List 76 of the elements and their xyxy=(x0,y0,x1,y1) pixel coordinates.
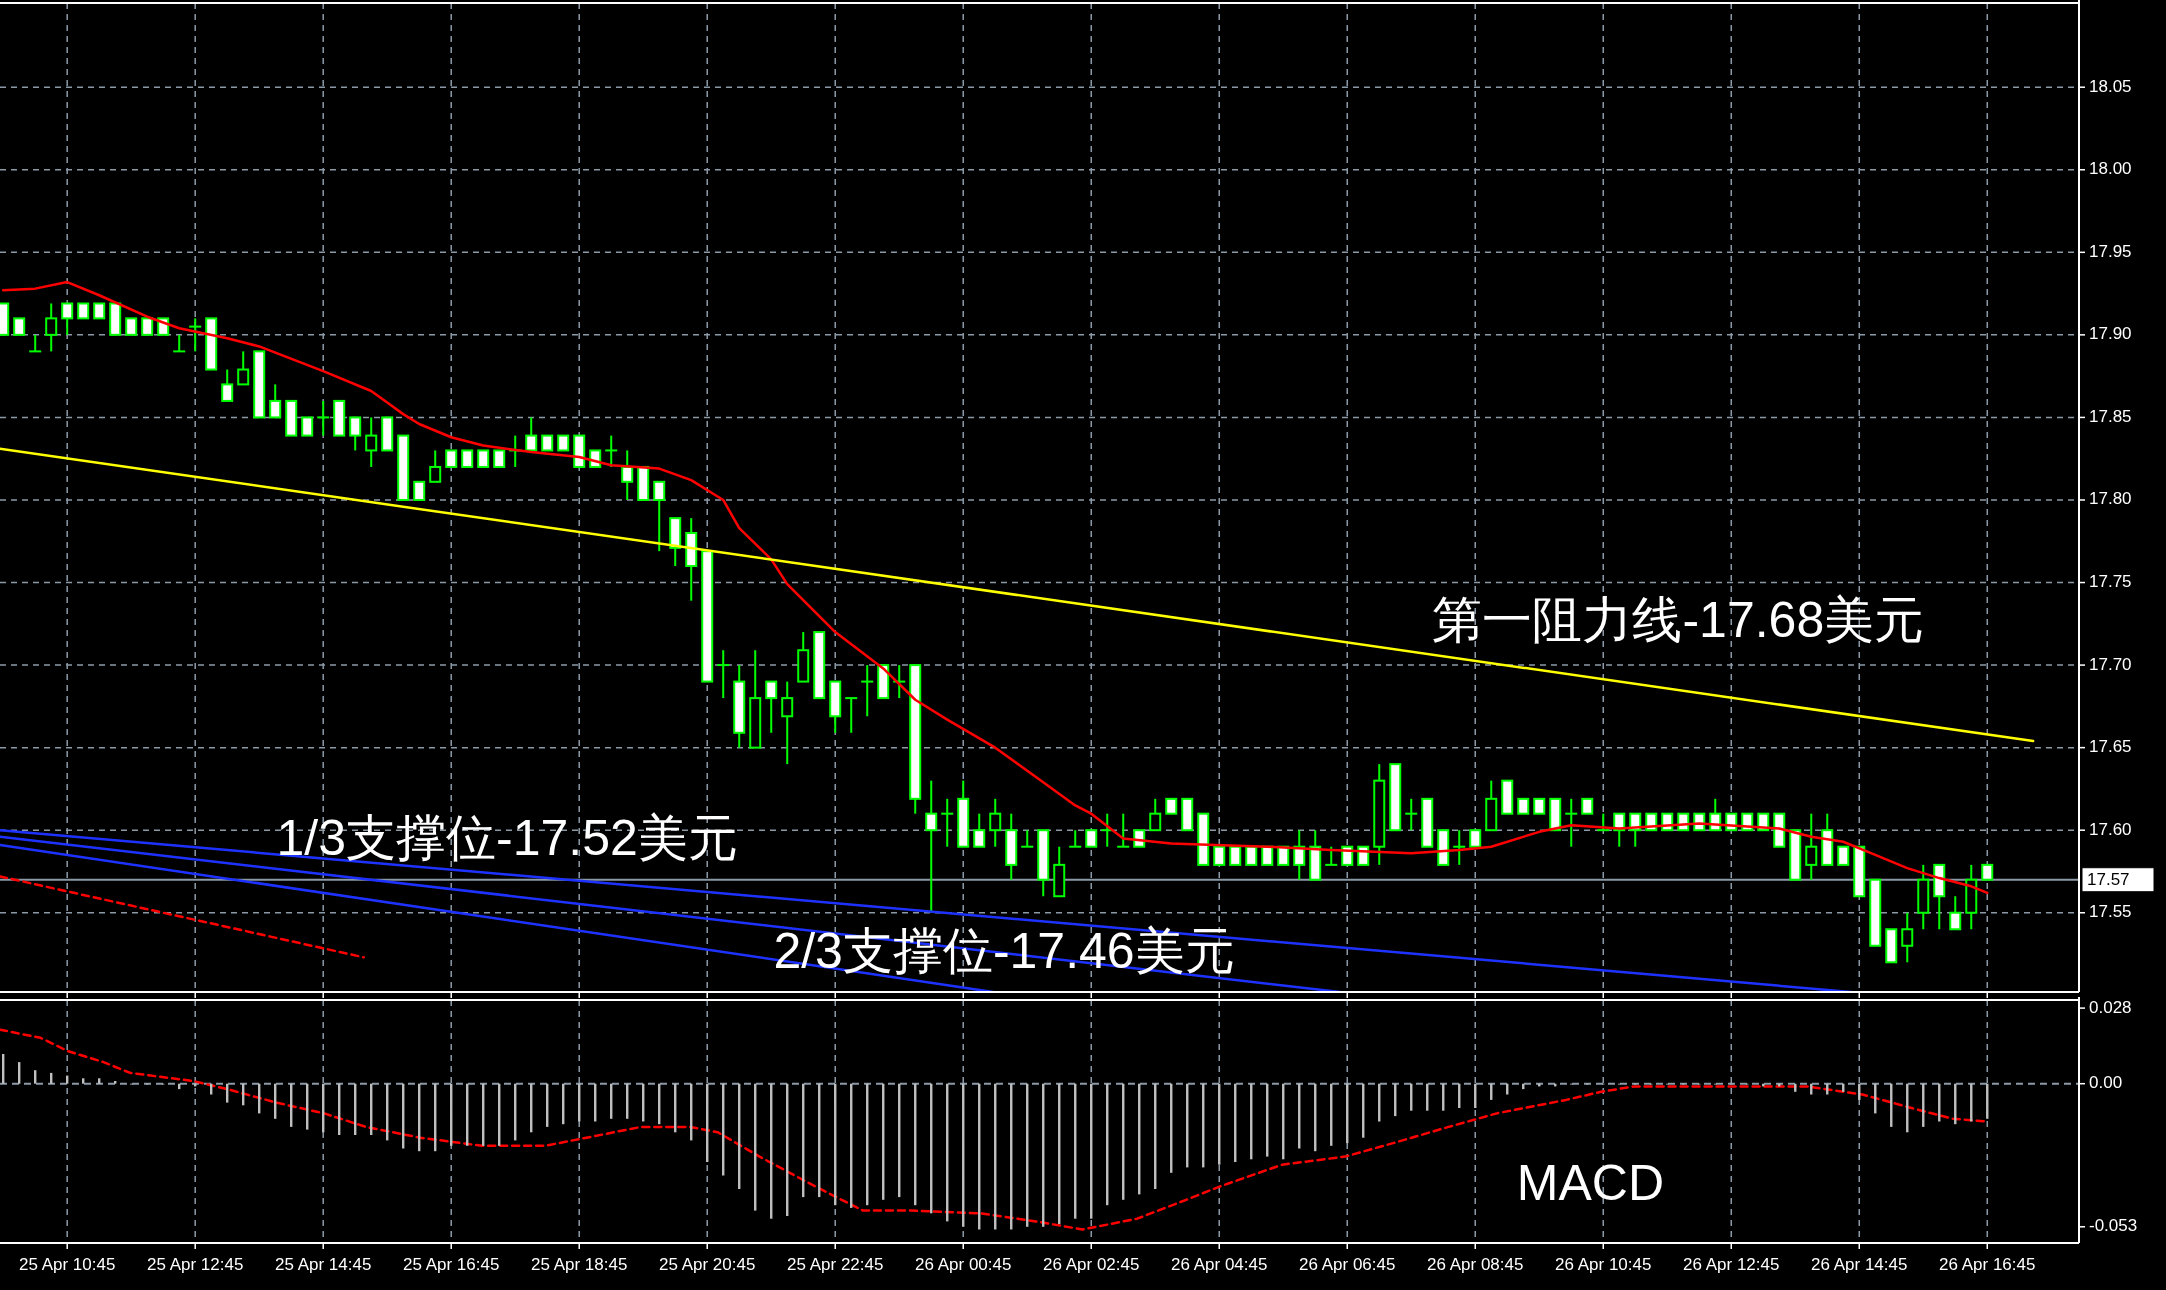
candlestick xyxy=(1020,829,1035,848)
annotation: MACD xyxy=(1516,1155,1665,1212)
candlestick xyxy=(653,480,666,553)
candlestick xyxy=(604,434,619,468)
candlestick xyxy=(1564,797,1579,848)
candlestick xyxy=(237,350,250,386)
candlestick xyxy=(1324,845,1339,866)
candlestick xyxy=(61,302,74,336)
annotation: 1/3支撑位-17.52美元 xyxy=(276,809,738,866)
candlestick xyxy=(1149,797,1162,832)
xtick: 26 Apr 06:45 xyxy=(1299,1255,1396,1274)
candlestick xyxy=(349,416,362,452)
candlestick xyxy=(973,812,986,848)
candlestick xyxy=(172,333,187,353)
xtick: 25 Apr 12:45 xyxy=(147,1255,244,1274)
candlestick xyxy=(1837,845,1850,866)
xtick: 25 Apr 14:45 xyxy=(275,1255,372,1274)
xtick: 25 Apr 22:45 xyxy=(787,1255,884,1274)
xtick: 26 Apr 08:45 xyxy=(1427,1255,1524,1274)
xtick: 25 Apr 16:45 xyxy=(403,1255,500,1274)
xtick: 26 Apr 04:45 xyxy=(1171,1255,1268,1274)
ytick: 17.90 xyxy=(2089,324,2132,344)
candlestick xyxy=(1901,911,1914,964)
xtick: 26 Apr 12:45 xyxy=(1683,1255,1780,1274)
candlestick xyxy=(301,416,314,437)
ytick: 17.55 xyxy=(2089,902,2132,922)
ytick: 17.95 xyxy=(2089,241,2132,261)
candlestick xyxy=(860,664,875,718)
candlestick xyxy=(269,383,282,419)
ytick: 0.028 xyxy=(2089,997,2132,1017)
candlestick xyxy=(316,399,331,437)
candlestick xyxy=(1452,829,1467,866)
bar xyxy=(114,1081,117,1084)
ytick: 17.70 xyxy=(2089,654,2132,674)
candlestick xyxy=(1404,797,1419,832)
candlestick xyxy=(28,333,43,353)
candlestick xyxy=(1213,845,1226,866)
candlestick xyxy=(1116,812,1131,848)
candlestick xyxy=(781,680,794,766)
xtick: 26 Apr 10:45 xyxy=(1555,1255,1652,1274)
xtick: 26 Apr 14:45 xyxy=(1811,1255,1908,1274)
candlestick xyxy=(365,416,378,468)
candlestick xyxy=(45,302,58,353)
ytick: 17.80 xyxy=(2089,489,2132,509)
candlestick xyxy=(429,449,442,483)
ytick: 0.00 xyxy=(2089,1073,2123,1093)
ref-label: 17.57 xyxy=(2087,870,2130,890)
candlestick xyxy=(765,680,778,734)
bar xyxy=(82,1078,85,1084)
xtick: 26 Apr 00:45 xyxy=(915,1255,1012,1274)
ytick: 17.75 xyxy=(2089,572,2132,591)
candlestick xyxy=(940,797,955,848)
candlestick xyxy=(716,649,731,700)
candlestick xyxy=(413,480,426,501)
bar xyxy=(98,1078,101,1084)
ytick: 18.05 xyxy=(2089,76,2132,96)
ytick: 18.00 xyxy=(2089,159,2132,179)
candlestick xyxy=(221,368,234,402)
ytick: 17.65 xyxy=(2089,737,2132,757)
ytick: 17.60 xyxy=(2089,819,2132,839)
candlestick xyxy=(525,416,538,452)
candlestick xyxy=(188,317,203,353)
candlestick xyxy=(1068,829,1083,848)
candlestick xyxy=(1805,812,1818,881)
candlestick xyxy=(621,449,634,501)
xtick: 26 Apr 16:45 xyxy=(1939,1255,2036,1274)
ytick: 17.85 xyxy=(2089,406,2132,426)
candlestick xyxy=(1949,895,1962,931)
xtick: 25 Apr 18:45 xyxy=(531,1255,628,1274)
xtick: 26 Apr 02:45 xyxy=(1043,1255,1140,1274)
annotation: 第一阻力线-17.68美元 xyxy=(1432,592,1925,649)
xtick: 25 Apr 10:45 xyxy=(19,1255,116,1274)
candlestick xyxy=(844,697,859,734)
candlestick xyxy=(989,797,1002,848)
ytick: -0.053 xyxy=(2089,1216,2138,1236)
xtick: 25 Apr 20:45 xyxy=(659,1255,756,1274)
